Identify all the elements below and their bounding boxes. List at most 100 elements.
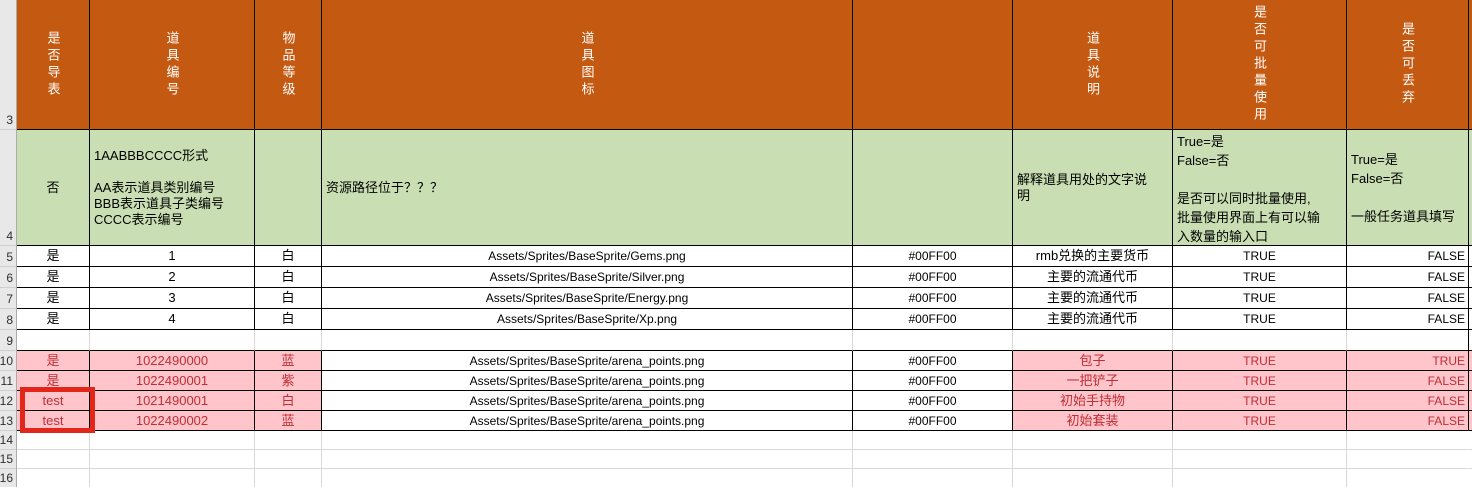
cell-desc[interactable]: 包子 <box>1013 351 1173 371</box>
cell-color-code[interactable]: #00FF00 <box>853 309 1013 330</box>
cell-desc[interactable]: rmb兑换的主要货币 <box>1013 246 1173 267</box>
cell-desc[interactable]: 初始套装 <box>1013 411 1173 431</box>
row-number[interactable]: 4 <box>0 130 16 246</box>
cell-empty[interactable] <box>1013 469 1173 487</box>
cell-grade[interactable]: 白 <box>255 309 322 330</box>
row-number[interactable]: 6 <box>0 267 16 288</box>
header-icon[interactable]: 道具图标 <box>322 0 853 130</box>
cell-export[interactable]: test <box>17 411 90 431</box>
cell-empty[interactable] <box>1013 450 1173 469</box>
cell-discard[interactable]: FALSE <box>1347 371 1469 391</box>
cell-icon-path[interactable]: Assets/Sprites/BaseSprite/Energy.png <box>322 288 853 309</box>
cell-empty[interactable] <box>255 431 322 450</box>
cell-empty[interactable] <box>322 431 853 450</box>
cell-empty[interactable] <box>1347 431 1469 450</box>
cell-export[interactable]: 是 <box>17 288 90 309</box>
row-number[interactable]: 5 <box>0 246 16 267</box>
cell-empty[interactable] <box>322 450 853 469</box>
header-batch[interactable]: 是否可批量使用 <box>1173 0 1347 130</box>
cell-grade[interactable]: 白 <box>255 288 322 309</box>
row-number[interactable]: 10 <box>0 351 16 371</box>
cell-batch-spec[interactable]: True=是 False=否 是否可以同时批量使用, 批量使用界面上有可以输 入… <box>1173 130 1347 246</box>
cell-empty[interactable] <box>17 330 90 351</box>
cell-icon-path[interactable]: Assets/Sprites/BaseSprite/arena_points.p… <box>322 371 853 391</box>
row-number[interactable]: 8 <box>0 309 16 330</box>
cell-item-id[interactable]: 1022490000 <box>90 351 255 371</box>
row-number[interactable]: 11 <box>0 371 16 391</box>
cell-empty[interactable] <box>1347 330 1469 351</box>
cell-empty[interactable] <box>90 431 255 450</box>
cell-empty[interactable] <box>1013 330 1173 351</box>
row-number[interactable]: 16 <box>0 469 16 487</box>
cell-grade[interactable]: 蓝 <box>255 351 322 371</box>
header-item-id[interactable]: 道具编号 <box>90 0 255 130</box>
cell-empty[interactable] <box>1347 469 1469 487</box>
cell-export-spec[interactable]: 否 <box>17 130 90 246</box>
cell-color-code[interactable]: #00FF00 <box>853 371 1013 391</box>
cell-empty[interactable] <box>90 330 255 351</box>
row-number[interactable]: 9 <box>0 330 16 351</box>
cell-empty[interactable] <box>853 431 1013 450</box>
cell-discard[interactable]: FALSE <box>1347 391 1469 411</box>
cell-export[interactable]: 是 <box>17 351 90 371</box>
cell-empty[interactable] <box>255 469 322 487</box>
header-export[interactable]: 是否导表 <box>17 0 90 130</box>
cell-item-id[interactable]: 2 <box>90 267 255 288</box>
cell-batch[interactable]: TRUE <box>1173 267 1347 288</box>
header-grade[interactable]: 物品等级 <box>255 0 322 130</box>
cell-export[interactable]: test <box>17 391 90 411</box>
cell-export[interactable]: 是 <box>17 371 90 391</box>
cell-empty[interactable] <box>17 431 90 450</box>
header-discard[interactable]: 是否可丢弃 <box>1347 0 1469 130</box>
cell-batch[interactable]: TRUE <box>1173 371 1347 391</box>
cell-empty[interactable] <box>90 450 255 469</box>
cell-discard[interactable]: FALSE <box>1347 411 1469 431</box>
cell-icon-path[interactable]: Assets/Sprites/BaseSprite/arena_points.p… <box>322 391 853 411</box>
header-color-code[interactable] <box>853 0 1013 130</box>
cell-empty[interactable] <box>853 469 1013 487</box>
cell-export[interactable]: 是 <box>17 309 90 330</box>
cell-color-code[interactable]: #00FF00 <box>853 411 1013 431</box>
cell-grade[interactable]: 白 <box>255 267 322 288</box>
cell-empty[interactable] <box>322 469 853 487</box>
cell-empty[interactable] <box>1013 431 1173 450</box>
cell-discard[interactable]: FALSE <box>1347 246 1469 267</box>
row-number[interactable]: 13 <box>0 411 16 431</box>
header-desc[interactable]: 道具说明 <box>1013 0 1173 130</box>
cell-batch[interactable]: TRUE <box>1173 411 1347 431</box>
cell-grade[interactable]: 白 <box>255 391 322 411</box>
cell-color-code[interactable]: #00FF00 <box>853 391 1013 411</box>
row-number[interactable]: 3 <box>0 0 16 130</box>
cell-grade[interactable]: 白 <box>255 246 322 267</box>
cell-empty[interactable] <box>90 469 255 487</box>
cell-desc[interactable]: 主要的流通代币 <box>1013 309 1173 330</box>
row-number[interactable]: 12 <box>0 391 16 411</box>
cell-icon-spec[interactable]: 资源路径位于？？？ <box>322 130 853 246</box>
cell-color-code[interactable]: #00FF00 <box>853 288 1013 309</box>
cell-item-id[interactable]: 1022490002 <box>90 411 255 431</box>
cell-empty[interactable] <box>1173 450 1347 469</box>
cell-batch[interactable]: TRUE <box>1173 351 1347 371</box>
cell-icon-path[interactable]: Assets/Sprites/BaseSprite/Silver.png <box>322 267 853 288</box>
cell-empty[interactable] <box>1173 330 1347 351</box>
row-number[interactable]: 15 <box>0 450 16 469</box>
cell-discard-spec[interactable]: True=是 False=否 一般任务道具填写 <box>1347 130 1469 246</box>
cell-empty[interactable] <box>255 330 322 351</box>
cell-grade[interactable]: 蓝 <box>255 411 322 431</box>
cell-item-id[interactable]: 1 <box>90 246 255 267</box>
cell-batch[interactable]: TRUE <box>1173 246 1347 267</box>
cell-export[interactable]: 是 <box>17 246 90 267</box>
cell-empty[interactable] <box>322 330 853 351</box>
cell-empty[interactable] <box>17 469 90 487</box>
cell-discard[interactable]: FALSE <box>1347 309 1469 330</box>
cell-icon-path[interactable]: Assets/Sprites/BaseSprite/arena_points.p… <box>322 351 853 371</box>
cell-empty[interactable] <box>853 450 1013 469</box>
cell-color-code[interactable]: #00FF00 <box>853 267 1013 288</box>
cell-export[interactable]: 是 <box>17 267 90 288</box>
cell-color-code[interactable]: #00FF00 <box>853 246 1013 267</box>
cell-empty[interactable] <box>255 450 322 469</box>
cell-batch[interactable]: TRUE <box>1173 309 1347 330</box>
cell-discard[interactable]: TRUE <box>1347 351 1469 371</box>
cell-desc[interactable]: 主要的流通代币 <box>1013 267 1173 288</box>
cell-item-id-spec[interactable]: 1AABBBCCCC形式 AA表示道具类别编号 BBB表示道具子类编号 CCCC… <box>90 130 255 246</box>
